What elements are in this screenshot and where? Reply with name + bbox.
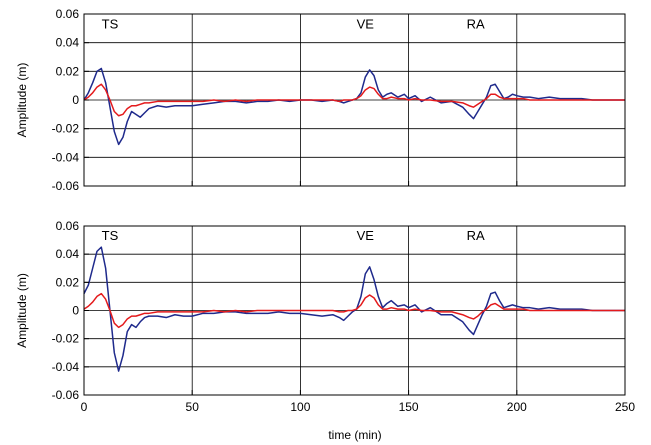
y-tick-label: -0.02 xyxy=(52,332,80,346)
x-axis-title: time (min) xyxy=(328,428,381,442)
y-tick-label: -0.04 xyxy=(52,360,80,374)
y-tick-label: 0 xyxy=(72,93,79,107)
annotation-label: RA xyxy=(467,16,485,31)
y-tick-label: 0.06 xyxy=(56,219,80,233)
x-tick-label: 200 xyxy=(507,400,527,414)
series-line-1 xyxy=(83,83,625,117)
y-tick-label: 0.04 xyxy=(56,36,80,50)
y-tick-label: -0.06 xyxy=(52,179,80,193)
y-tick-label: 0.02 xyxy=(56,275,80,289)
y-tick-label: -0.04 xyxy=(52,150,80,164)
x-tick-label: 100 xyxy=(290,400,310,414)
y-tick-label: 0.06 xyxy=(56,7,80,21)
y-axis-title: Amplitude (m) xyxy=(15,273,29,348)
x-tick-label: 50 xyxy=(186,400,200,414)
y-tick-label: 0.02 xyxy=(56,64,80,78)
x-tick-label: 0 xyxy=(81,400,88,414)
annotation-label: VE xyxy=(357,228,375,243)
annotation-label: RA xyxy=(467,228,485,243)
x-tick-label: 150 xyxy=(399,400,419,414)
annotation-label: TS xyxy=(102,16,119,31)
y-axis-title: Amplitude (m) xyxy=(15,63,29,138)
series-line-0 xyxy=(83,246,625,372)
top-panel: -0.06 -0.04 -0.02 0 0.02 0.04 0.06 Amplitude (m… xyxy=(15,7,626,193)
y-tick-label: 0 xyxy=(72,304,79,318)
y-tick-label: 0.04 xyxy=(56,247,80,261)
y-tick-label: -0.06 xyxy=(52,388,80,402)
series-line-0 xyxy=(83,67,625,146)
series-line-1 xyxy=(83,292,625,329)
bottom-panel: -0.06 -0.04 -0.02 0 0.02 0.04 0.06 0 50 100 150 200… xyxy=(15,219,635,414)
annotation-label: VE xyxy=(357,16,375,31)
y-tick-label: -0.02 xyxy=(52,122,80,136)
annotation-label: TS xyxy=(102,228,119,243)
x-tick-label: 250 xyxy=(615,400,635,414)
